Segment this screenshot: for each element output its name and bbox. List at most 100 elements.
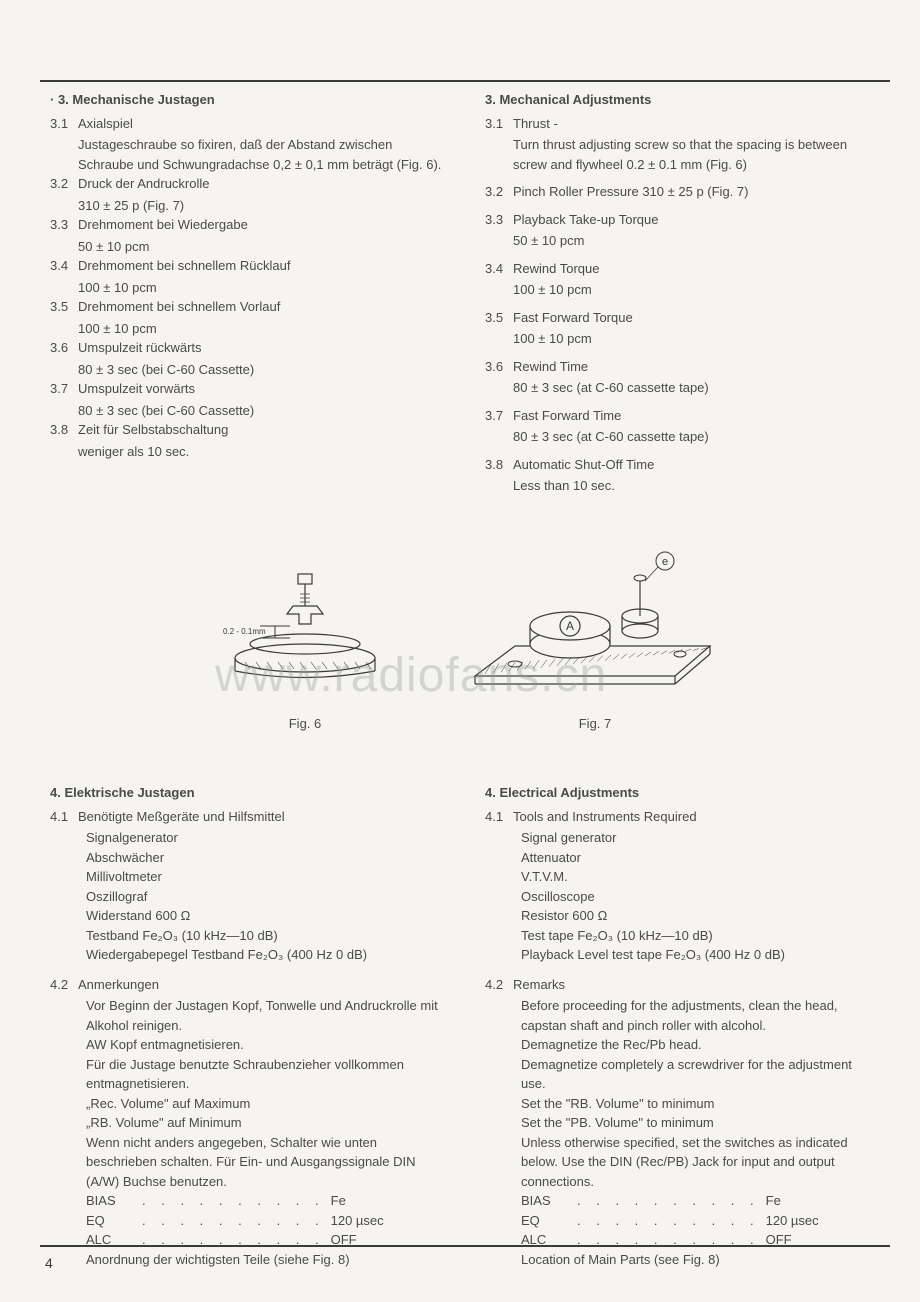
item-num: 3.2 (50, 174, 78, 194)
watermark: www.radiofans.cn (215, 640, 607, 712)
list-line: Playback Level test tape Fe₂O₃ (400 Hz 0… (521, 945, 880, 965)
item-3.5-de: 3.5Drehmoment bei schnellem Vorlauf (50, 297, 445, 317)
item-title: Thrust - (513, 114, 880, 134)
item-title: Rewind Torque (513, 259, 880, 279)
item-4-1-en: 4.1 Tools and Instruments Required (485, 807, 880, 827)
item-title: Umspulzeit vorwärts (78, 379, 445, 399)
list-line: Signal generator (521, 828, 880, 848)
item-title: Automatic Shut-Off Time (513, 455, 880, 475)
settings-de: BIAS. . . . . . . . . .FeEQ. . . . . . .… (50, 1191, 445, 1250)
num-4-2-de: 4.2 (50, 975, 78, 995)
setting-row: EQ. . . . . . . . . .120 µsec (521, 1211, 880, 1231)
footer-4-2-de: Anordnung der wichtigsten Teile (siehe F… (86, 1250, 445, 1270)
remarks-de: Vor Beginn der Justagen Kopf, Tonwelle u… (86, 996, 445, 1191)
list-line: Test tape Fe₂O₃ (10 kHz—10 dB) (521, 926, 880, 946)
item-4-2-de: 4.2 Anmerkungen (50, 975, 445, 995)
svg-text:0.2 - 0.1mm: 0.2 - 0.1mm (223, 627, 266, 636)
item-num: 3.6 (485, 357, 513, 377)
list-line: V.T.V.M. (521, 867, 880, 887)
item-line: 80 ± 3 sec (bei C-60 Cassette) (78, 360, 445, 380)
setting-dots: . . . . . . . . . . (142, 1211, 325, 1231)
sec3-prefix-de: · 3. (50, 92, 69, 107)
fig7-label: Fig. 7 (465, 714, 725, 734)
item-num: 3.2 (485, 182, 513, 202)
list-line: AW Kopf entmagnetisieren. (86, 1035, 445, 1055)
item-num: 3.6 (50, 338, 78, 358)
item-title: Zeit für Selbstabschaltung (78, 420, 445, 440)
sec4-prefix-de: 4. (50, 785, 61, 800)
item-line: 50 ± 10 pcm (513, 231, 880, 251)
num-4-2-en: 4.2 (485, 975, 513, 995)
list-line: Vor Beginn der Justagen Kopf, Tonwelle u… (86, 996, 445, 1035)
item-title: Rewind Time (513, 357, 880, 377)
item-4-1-de: 4.1 Benötigte Meßgeräte und Hilfsmittel (50, 807, 445, 827)
item-line: 80 ± 3 sec (bei C-60 Cassette) (78, 401, 445, 421)
item-line: weniger als 10 sec. (78, 442, 445, 462)
item-num: 3.8 (50, 420, 78, 440)
item-title: Drehmoment bei schnellem Rücklauf (78, 256, 445, 276)
item-line: Less than 10 sec. (513, 476, 880, 496)
col-german: · 3. Mechanische Justagen 3.1AxialspielJ… (50, 90, 445, 496)
item-title: Fast Forward Torque (513, 308, 880, 328)
item-num: 3.5 (50, 297, 78, 317)
list-line: Attenuator (521, 848, 880, 868)
item-num: 3.5 (485, 308, 513, 328)
item-num: 3.4 (485, 259, 513, 279)
sec4-title-en: 4. Electrical Adjustments (485, 783, 880, 803)
item-3.3-en: 3.3Playback Take-up Torque (485, 210, 880, 230)
item-3.8-en: 3.8Automatic Shut-Off Time (485, 455, 880, 475)
setting-dots: . . . . . . . . . . (577, 1191, 760, 1211)
list-line: Für die Justage benutzte Schraubenzieher… (86, 1055, 445, 1094)
list-line: Wenn nicht anders angegeben, Schalter wi… (86, 1133, 445, 1192)
list-line: Set the "PB. Volume" to minimum (521, 1113, 880, 1133)
item-num: 3.7 (485, 406, 513, 426)
list-line: Millivoltmeter (86, 867, 445, 887)
num-4-1-de: 4.1 (50, 807, 78, 827)
list-line: Testband Fe₂O₃ (10 kHz—10 dB) (86, 926, 445, 946)
tools-list-de: SignalgeneratorAbschwächerMillivoltmeter… (86, 828, 445, 965)
item-line: 100 ± 10 pcm (513, 280, 880, 300)
item-3.2-de: 3.2Druck der Andruckrolle (50, 174, 445, 194)
setting-value: Fe (766, 1191, 781, 1211)
item-line: 80 ± 3 sec (at C-60 cassette tape) (513, 427, 880, 447)
item-3.1-en: 3.1Thrust - (485, 114, 880, 134)
list-line: Abschwächer (86, 848, 445, 868)
sec4-heading-en: Electrical Adjustments (499, 785, 639, 800)
sec3-heading-en: Mechanical Adjustments (499, 92, 651, 107)
item-3.7-en: 3.7Fast Forward Time (485, 406, 880, 426)
item-num: 3.1 (485, 114, 513, 134)
item-3.1-de: 3.1Axialspiel (50, 114, 445, 134)
sec3-prefix-en: 3. (485, 92, 496, 107)
setting-label: EQ (521, 1211, 571, 1231)
sec4-prefix-en: 4. (485, 785, 496, 800)
item-line: 100 ± 10 pcm (78, 278, 445, 298)
title-4-2-en: Remarks (513, 975, 880, 995)
sec4-heading-de: Elektrische Justagen (64, 785, 194, 800)
list-line: Oszillograf (86, 887, 445, 907)
list-line: Signalgenerator (86, 828, 445, 848)
col-english-4: 4. Electrical Adjustments 4.1 Tools and … (485, 783, 880, 1269)
num-4-1-en: 4.1 (485, 807, 513, 827)
item-3.2-en: 3.2Pinch Roller Pressure 310 ± 25 p (Fig… (485, 182, 880, 202)
setting-row: EQ. . . . . . . . . .120 µsec (86, 1211, 445, 1231)
sec3-title-de: · 3. Mechanische Justagen (50, 90, 445, 110)
section-4-columns: 4. Elektrische Justagen 4.1 Benötigte Me… (50, 783, 880, 1269)
item-3.5-en: 3.5Fast Forward Torque (485, 308, 880, 328)
col-english: 3. Mechanical Adjustments 3.1Thrust -Tur… (485, 90, 880, 496)
item-3.7-de: 3.7Umspulzeit vorwärts (50, 379, 445, 399)
page-number: 4 (45, 1253, 53, 1274)
col-german-4: 4. Elektrische Justagen 4.1 Benötigte Me… (50, 783, 445, 1269)
item-num: 3.3 (485, 210, 513, 230)
item-title: Axialspiel (78, 114, 445, 134)
item-3.4-en: 3.4Rewind Torque (485, 259, 880, 279)
tools-list-en: Signal generatorAttenuatorV.T.V.M.Oscill… (521, 828, 880, 965)
item-3.3-de: 3.3Drehmoment bei Wiedergabe (50, 215, 445, 235)
list-line: Demagnetize completely a screwdriver for… (521, 1055, 880, 1094)
list-line: Unless otherwise specified, set the swit… (521, 1133, 880, 1192)
item-num: 3.8 (485, 455, 513, 475)
item-num: 3.7 (50, 379, 78, 399)
item-line: 50 ± 10 pcm (78, 237, 445, 257)
setting-row: BIAS. . . . . . . . . .Fe (521, 1191, 880, 1211)
item-num: 3.1 (50, 114, 78, 134)
bottom-rule (40, 1245, 890, 1247)
